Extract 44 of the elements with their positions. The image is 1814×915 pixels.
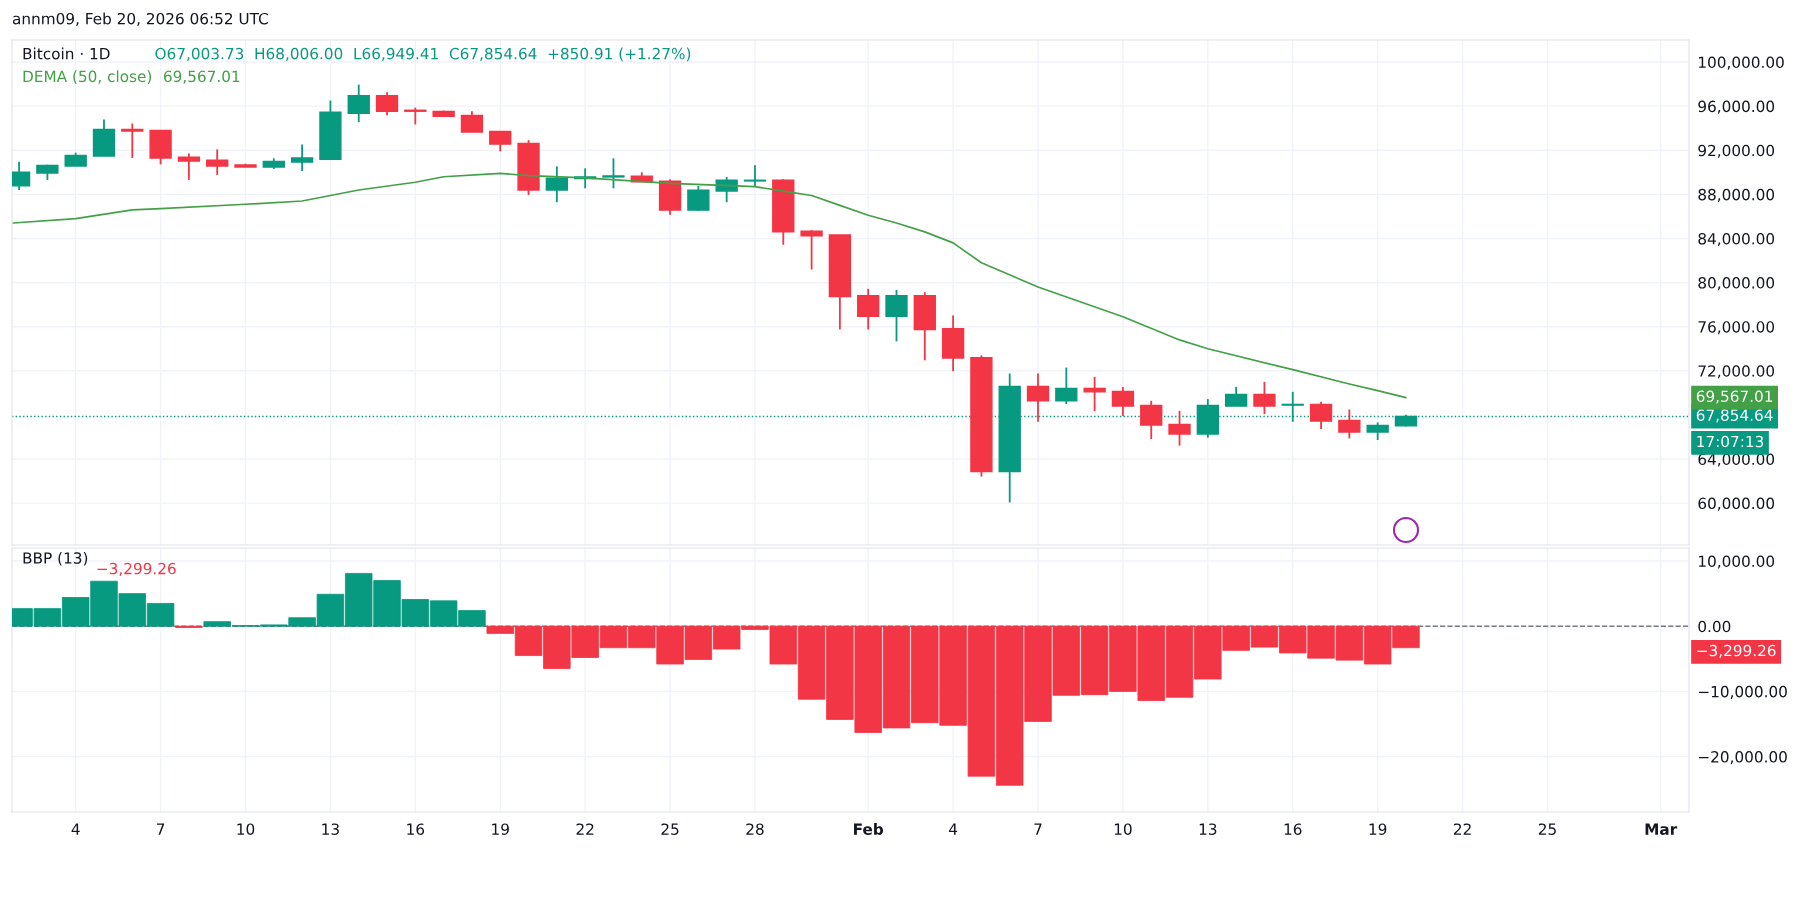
y-tick-label: 76,000.00 bbox=[1698, 321, 1775, 335]
x-tick-label: 28 bbox=[746, 823, 764, 835]
chart-title: Bitcoin · 1D bbox=[23, 47, 110, 60]
y-tick-label: 96,000.00 bbox=[1698, 100, 1775, 114]
x-tick-label: 16 bbox=[1284, 823, 1302, 835]
y-tick-label: 100,000.00 bbox=[1699, 56, 1784, 70]
x-tick-label: 4 bbox=[71, 823, 80, 835]
text: −3,299.26 bbox=[1697, 644, 1776, 658]
text: 69,567.01 bbox=[1696, 390, 1773, 404]
y-tick-label: 0.00 bbox=[1698, 620, 1731, 633]
chart-subtitle: O67,003.73 H68,006.00 L66,949.41 C67,854.64 +850.91 (+1.27%) bbox=[155, 47, 691, 62]
x-tick-label: 22 bbox=[1453, 823, 1471, 835]
chart-title: BBP (13) bbox=[23, 551, 88, 566]
y-tick-label: −10,000.00 bbox=[1698, 685, 1787, 699]
x-tick-label: 7 bbox=[1034, 823, 1042, 835]
y-tick-label: 80,000.00 bbox=[1698, 277, 1775, 291]
y-tick-label: 72,000.00 bbox=[1698, 365, 1775, 379]
x-tick-label: 13 bbox=[322, 823, 339, 835]
y-tick-label: 64,000.00 bbox=[1698, 453, 1775, 467]
x-tick-label: 25 bbox=[1538, 823, 1556, 835]
x-tick-label: 10 bbox=[1114, 823, 1132, 835]
y-tick-label: 92,000.00 bbox=[1698, 144, 1775, 158]
x-tick-label: 19 bbox=[492, 823, 509, 835]
text: DEMA (50, close) bbox=[23, 70, 152, 84]
x-tick-label: 16 bbox=[407, 823, 425, 835]
x-tick-label: 19 bbox=[1369, 823, 1387, 835]
annotation: −3,299.26 bbox=[97, 562, 176, 576]
x-tick-label: 7 bbox=[156, 823, 165, 835]
ref-line-label: 67,854.64 bbox=[1696, 409, 1773, 423]
x-tick-label: 25 bbox=[661, 823, 679, 835]
text: 17:07:13 bbox=[1697, 435, 1764, 448]
text: annm09, Feb 20, 2026 06:52 UTC bbox=[12, 12, 268, 26]
x-tick-label: 22 bbox=[576, 823, 594, 835]
x-tick-label: 13 bbox=[1199, 823, 1217, 835]
x-tick-label: 10 bbox=[237, 823, 255, 835]
x-tick-label: Feb bbox=[854, 823, 884, 835]
y-tick-label: 84,000.00 bbox=[1698, 232, 1775, 247]
x-tick-label: Mar bbox=[1645, 823, 1678, 835]
y-tick-label: 10,000.00 bbox=[1699, 555, 1775, 569]
y-tick-label: 60,000.00 bbox=[1698, 497, 1775, 511]
y-tick-label: 88,000.00 bbox=[1698, 188, 1775, 202]
annotation: 69,567.01 bbox=[164, 70, 240, 84]
y-tick-label: −20,000.00 bbox=[1698, 751, 1787, 765]
x-tick-label: 4 bbox=[948, 823, 958, 835]
